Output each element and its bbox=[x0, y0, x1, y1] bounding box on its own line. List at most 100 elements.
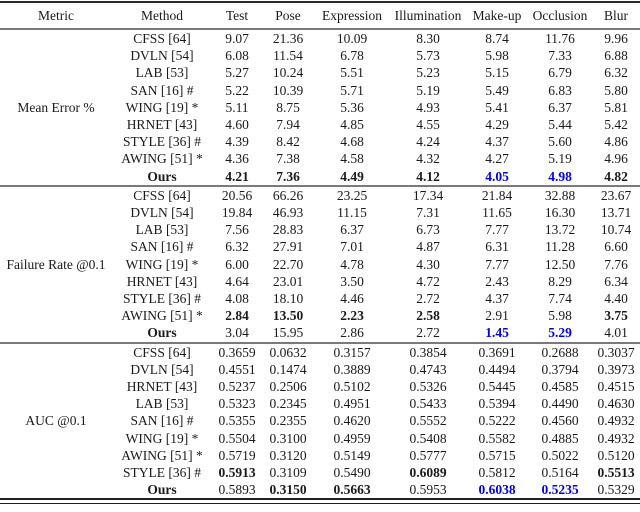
method-cell: Ours bbox=[147, 482, 177, 498]
value-cell: 7.38 bbox=[276, 151, 300, 167]
value-cell: 1.45 bbox=[485, 325, 509, 341]
value-cell: 0.4490 bbox=[541, 396, 579, 412]
value-cell: 7.36 bbox=[276, 168, 300, 184]
value-cell: 4.96 bbox=[604, 151, 628, 167]
column-header-method: Method bbox=[112, 2, 212, 30]
value-cell: 5.44 bbox=[548, 117, 572, 133]
value-cell: 0.2688 bbox=[528, 341, 592, 361]
value-cell: 2.91 bbox=[485, 308, 509, 324]
value-cell: 0.4585 bbox=[541, 379, 579, 395]
table-row: AWING [51] * 2.84 13.50 2.23 2.58 2.91 5.98 3.… bbox=[0, 307, 640, 324]
value-cell: 0.3109 bbox=[269, 465, 307, 481]
value-cell: 5.11 bbox=[225, 99, 249, 115]
value-cell: 0.5719 bbox=[218, 447, 256, 463]
value-cell: 2.23 bbox=[340, 308, 364, 324]
table-row: STYLE [36] # 4.39 8.42 4.68 4.24 4.37 5.60 4.8… bbox=[0, 133, 640, 150]
table-row: DVLN [54] 19.84 46.93 11.15 7.31 11.65 16.30 1… bbox=[0, 204, 640, 221]
value-cell: 4.46 bbox=[340, 291, 364, 307]
value-cell: 23.25 bbox=[314, 184, 390, 205]
value-cell: 8.42 bbox=[276, 134, 300, 150]
value-cell: 5.29 bbox=[548, 325, 572, 341]
value-cell: 15.95 bbox=[272, 325, 304, 341]
value-cell: 32.88 bbox=[528, 184, 592, 205]
column-header-makeup: Make-up bbox=[466, 2, 528, 30]
method-cell: HRNET [43] bbox=[126, 273, 198, 289]
value-cell: 4.36 bbox=[225, 151, 249, 167]
value-cell: 0.5663 bbox=[333, 482, 371, 498]
method-cell: DVLN [54] bbox=[130, 361, 194, 377]
table-row: DVLN [54] 6.08 11.54 6.78 5.73 5.98 7.33 6.88 bbox=[0, 47, 640, 64]
table-row: WING [19] * 6.00 22.70 4.78 4.30 7.77 12.50 7.… bbox=[0, 256, 640, 273]
table-row: HRNET [43] 4.64 23.01 3.50 4.72 2.43 8.29 6.34 bbox=[0, 273, 640, 290]
value-cell: 4.55 bbox=[416, 117, 440, 133]
results-table: Metric Method Test Pose Expression Illum… bbox=[0, 1, 640, 499]
table-row: AWING [51] * 4.36 7.38 4.58 4.32 4.27 5.19 4.9… bbox=[0, 150, 640, 167]
header-row: Metric Method Test Pose Expression Illum… bbox=[0, 2, 640, 30]
table-row: Ours 0.5893 0.3150 0.5663 0.5953 0.6038 0.523… bbox=[0, 481, 640, 498]
value-cell: 0.5394 bbox=[478, 396, 516, 412]
value-cell: 0.3973 bbox=[597, 361, 635, 377]
table-row: HRNET [43] 4.60 7.94 4.85 4.55 4.29 5.44 5.42 bbox=[0, 116, 640, 133]
value-cell: 0.5329 bbox=[597, 482, 635, 498]
value-cell: 6.32 bbox=[604, 65, 628, 81]
value-cell: 5.73 bbox=[416, 48, 440, 64]
value-cell: 5.51 bbox=[340, 65, 364, 81]
value-cell: 23.01 bbox=[272, 273, 304, 289]
table-row: SAN [16] # 6.32 27.91 7.01 4.87 6.31 11.28 6.6… bbox=[0, 238, 640, 255]
value-cell: 4.29 bbox=[485, 117, 509, 133]
value-cell: 9.07 bbox=[225, 31, 249, 46]
value-cell: 5.15 bbox=[485, 65, 509, 81]
table-row: Ours 4.21 7.36 4.49 4.12 4.05 4.98 4.82 bbox=[0, 168, 640, 186]
method-cell: AWING [51] * bbox=[121, 447, 203, 463]
method-cell: WING [19] * bbox=[125, 256, 199, 272]
value-cell: 7.94 bbox=[276, 117, 300, 133]
value-cell: 4.49 bbox=[340, 168, 364, 184]
method-cell: STYLE [36] # bbox=[123, 291, 201, 307]
value-cell: 4.30 bbox=[416, 256, 440, 272]
column-header-test: Test bbox=[212, 2, 262, 30]
value-cell: 0.5433 bbox=[409, 396, 447, 412]
value-cell: 0.3691 bbox=[466, 341, 528, 361]
table-row: LAB [53] 5.27 10.24 5.51 5.23 5.15 6.79 6.32 bbox=[0, 64, 640, 81]
value-cell: 0.4932 bbox=[597, 430, 635, 446]
value-cell: 2.86 bbox=[340, 325, 364, 341]
value-cell: 6.83 bbox=[548, 82, 572, 98]
value-cell: 5.19 bbox=[548, 151, 572, 167]
value-cell: 16.30 bbox=[544, 205, 576, 221]
value-cell: 0.5490 bbox=[333, 465, 371, 481]
value-cell: 5.19 bbox=[416, 82, 440, 98]
value-cell: 0.5513 bbox=[597, 465, 635, 481]
value-cell: 0.3794 bbox=[541, 361, 579, 377]
value-cell: 8.30 bbox=[416, 31, 440, 46]
value-cell: 7.77 bbox=[485, 256, 509, 272]
value-cell: 13.71 bbox=[600, 205, 632, 221]
metric-label: AUC @0.1 bbox=[0, 341, 112, 499]
value-cell: 0.4560 bbox=[541, 413, 579, 429]
value-cell: 46.93 bbox=[272, 205, 304, 221]
section-mean-error: Mean Error % CFSS [64] 9.07 21.36 10.09 8.3… bbox=[0, 29, 640, 186]
value-cell: 11.54 bbox=[273, 48, 303, 64]
column-header-occlusion: Occlusion bbox=[528, 2, 592, 30]
value-cell: 4.05 bbox=[485, 168, 509, 184]
value-cell: 13.50 bbox=[272, 308, 304, 324]
value-cell: 5.98 bbox=[485, 48, 509, 64]
value-cell: 0.5164 bbox=[541, 465, 579, 481]
value-cell: 6.78 bbox=[340, 48, 364, 64]
table-bottom-rule bbox=[0, 498, 640, 504]
table-row: DVLN [54] 0.4551 0.1474 0.3889 0.4743 0.4494… bbox=[0, 361, 640, 378]
value-cell: 0.4932 bbox=[597, 413, 635, 429]
table-row: HRNET [43] 0.5237 0.2506 0.5102 0.5326 0.544… bbox=[0, 378, 640, 395]
value-cell: 6.00 bbox=[225, 256, 249, 272]
value-cell: 9.96 bbox=[604, 31, 628, 46]
value-cell: 11.76 bbox=[545, 31, 575, 46]
value-cell: 10.74 bbox=[600, 222, 632, 238]
value-cell: 0.0632 bbox=[262, 341, 314, 361]
table-row: SAN [16] # 0.5355 0.2355 0.4620 0.5552 0.522… bbox=[0, 412, 640, 429]
value-cell: 18.10 bbox=[272, 291, 304, 307]
value-cell: 5.36 bbox=[340, 99, 364, 115]
value-cell: 7.56 bbox=[225, 222, 249, 238]
value-cell: 0.2345 bbox=[269, 396, 307, 412]
table-row: SAN [16] # 5.22 10.39 5.71 5.19 5.49 6.83 5.80 bbox=[0, 82, 640, 99]
value-cell: 2.58 bbox=[416, 308, 440, 324]
value-cell: 0.5893 bbox=[218, 482, 256, 498]
